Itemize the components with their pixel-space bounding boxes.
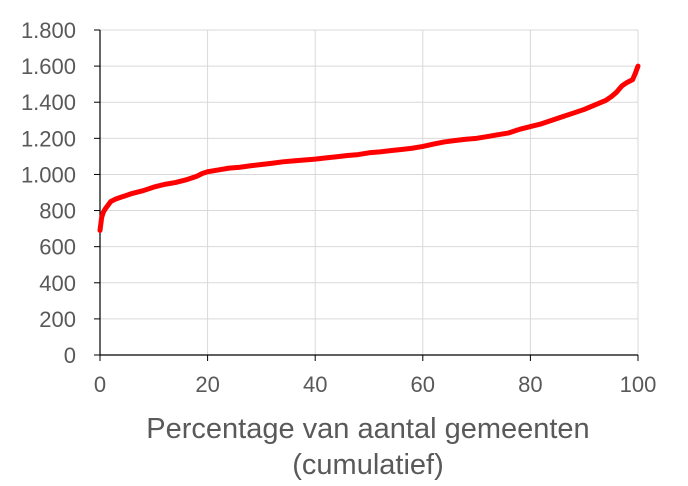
y-tick-label: 1.600 — [21, 54, 76, 79]
x-tick-labels: 0 20 40 60 80 100 — [94, 372, 656, 397]
gridlines — [100, 29, 639, 355]
x-tick-label: 100 — [620, 372, 657, 397]
y-tick-label: 0 — [64, 343, 76, 368]
y-tick-label: 1.800 — [21, 18, 76, 43]
y-tick-label: 1.000 — [21, 162, 76, 187]
x-axis-title: Percentage van aantal gemeenten — [146, 413, 589, 445]
y-tick-label: 1.200 — [21, 126, 76, 151]
series-layer — [97, 63, 641, 233]
x-tick-label: 80 — [518, 372, 542, 397]
x-tick-label: 0 — [94, 372, 106, 397]
y-tick-label: 600 — [39, 235, 76, 260]
y-tick-label: 400 — [39, 271, 76, 296]
axes — [94, 29, 639, 361]
y-tick-labels: 0 200 400 600 800 1.000 1.200 1.400 1.600 1.800 — [21, 18, 76, 368]
x-tick-label: 40 — [303, 372, 327, 397]
y-tick-label: 200 — [39, 307, 76, 332]
y-tick-label: 1.400 — [21, 90, 76, 115]
x-tick-label: 60 — [411, 372, 435, 397]
series-line — [97, 63, 641, 233]
x-axis-title-line2: (cumulatief) — [292, 449, 444, 481]
y-tick-label: 800 — [39, 199, 76, 224]
x-tick-label: 20 — [195, 372, 219, 397]
